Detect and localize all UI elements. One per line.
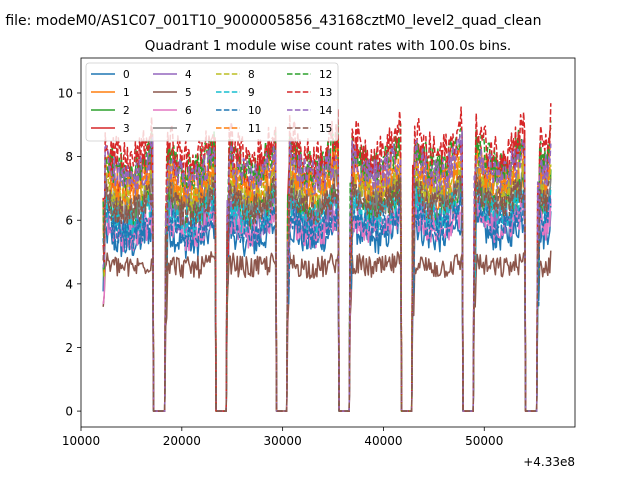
legend-box — [85, 62, 339, 142]
legend-label-2: 2 — [123, 105, 130, 117]
series-line-5 — [102, 250, 552, 412]
y-tick-label: 10 — [58, 86, 73, 100]
legend-label-10: 10 — [248, 105, 261, 117]
y-tick-label: 2 — [65, 341, 73, 355]
y-tick-label: 0 — [65, 405, 73, 419]
legend-label-5: 5 — [185, 87, 192, 99]
x-tick-label: 10000 — [62, 434, 100, 448]
series-line-11 — [102, 139, 552, 412]
y-tick-label: 4 — [65, 277, 73, 291]
legend-label-0: 0 — [123, 69, 130, 81]
legend-label-13: 13 — [319, 87, 332, 99]
x-offset-label: +4.33e8 — [523, 455, 575, 469]
y-tick-label: 8 — [65, 150, 73, 164]
legend-label-15: 15 — [319, 123, 332, 135]
legend-label-8: 8 — [248, 69, 255, 81]
x-tick-label: 40000 — [364, 434, 402, 448]
series-line-15 — [102, 173, 552, 412]
legend-label-6: 6 — [185, 105, 192, 117]
x-tick-label: 30000 — [264, 434, 302, 448]
legend-label-3: 3 — [123, 123, 130, 135]
legend-label-14: 14 — [319, 105, 333, 117]
figure-suptitle: n file: modeM0/AS1C07_001T10_9000005856_… — [0, 13, 541, 29]
legend-label-9: 9 — [248, 87, 255, 99]
legend-label-7: 7 — [185, 123, 192, 135]
axes-frame — [80, 57, 576, 428]
series-line-14 — [102, 129, 552, 412]
chart-title: Quadrant 1 module wise count rates with … — [145, 38, 511, 54]
legend-label-12: 12 — [319, 69, 332, 81]
legend-label-4: 4 — [185, 69, 192, 81]
y-tick-label: 6 — [65, 214, 73, 228]
x-tick-label: 20000 — [163, 434, 201, 448]
legend-label-1: 1 — [123, 87, 130, 99]
legend-label-11: 11 — [248, 123, 261, 135]
x-tick-label: 50000 — [465, 434, 503, 448]
